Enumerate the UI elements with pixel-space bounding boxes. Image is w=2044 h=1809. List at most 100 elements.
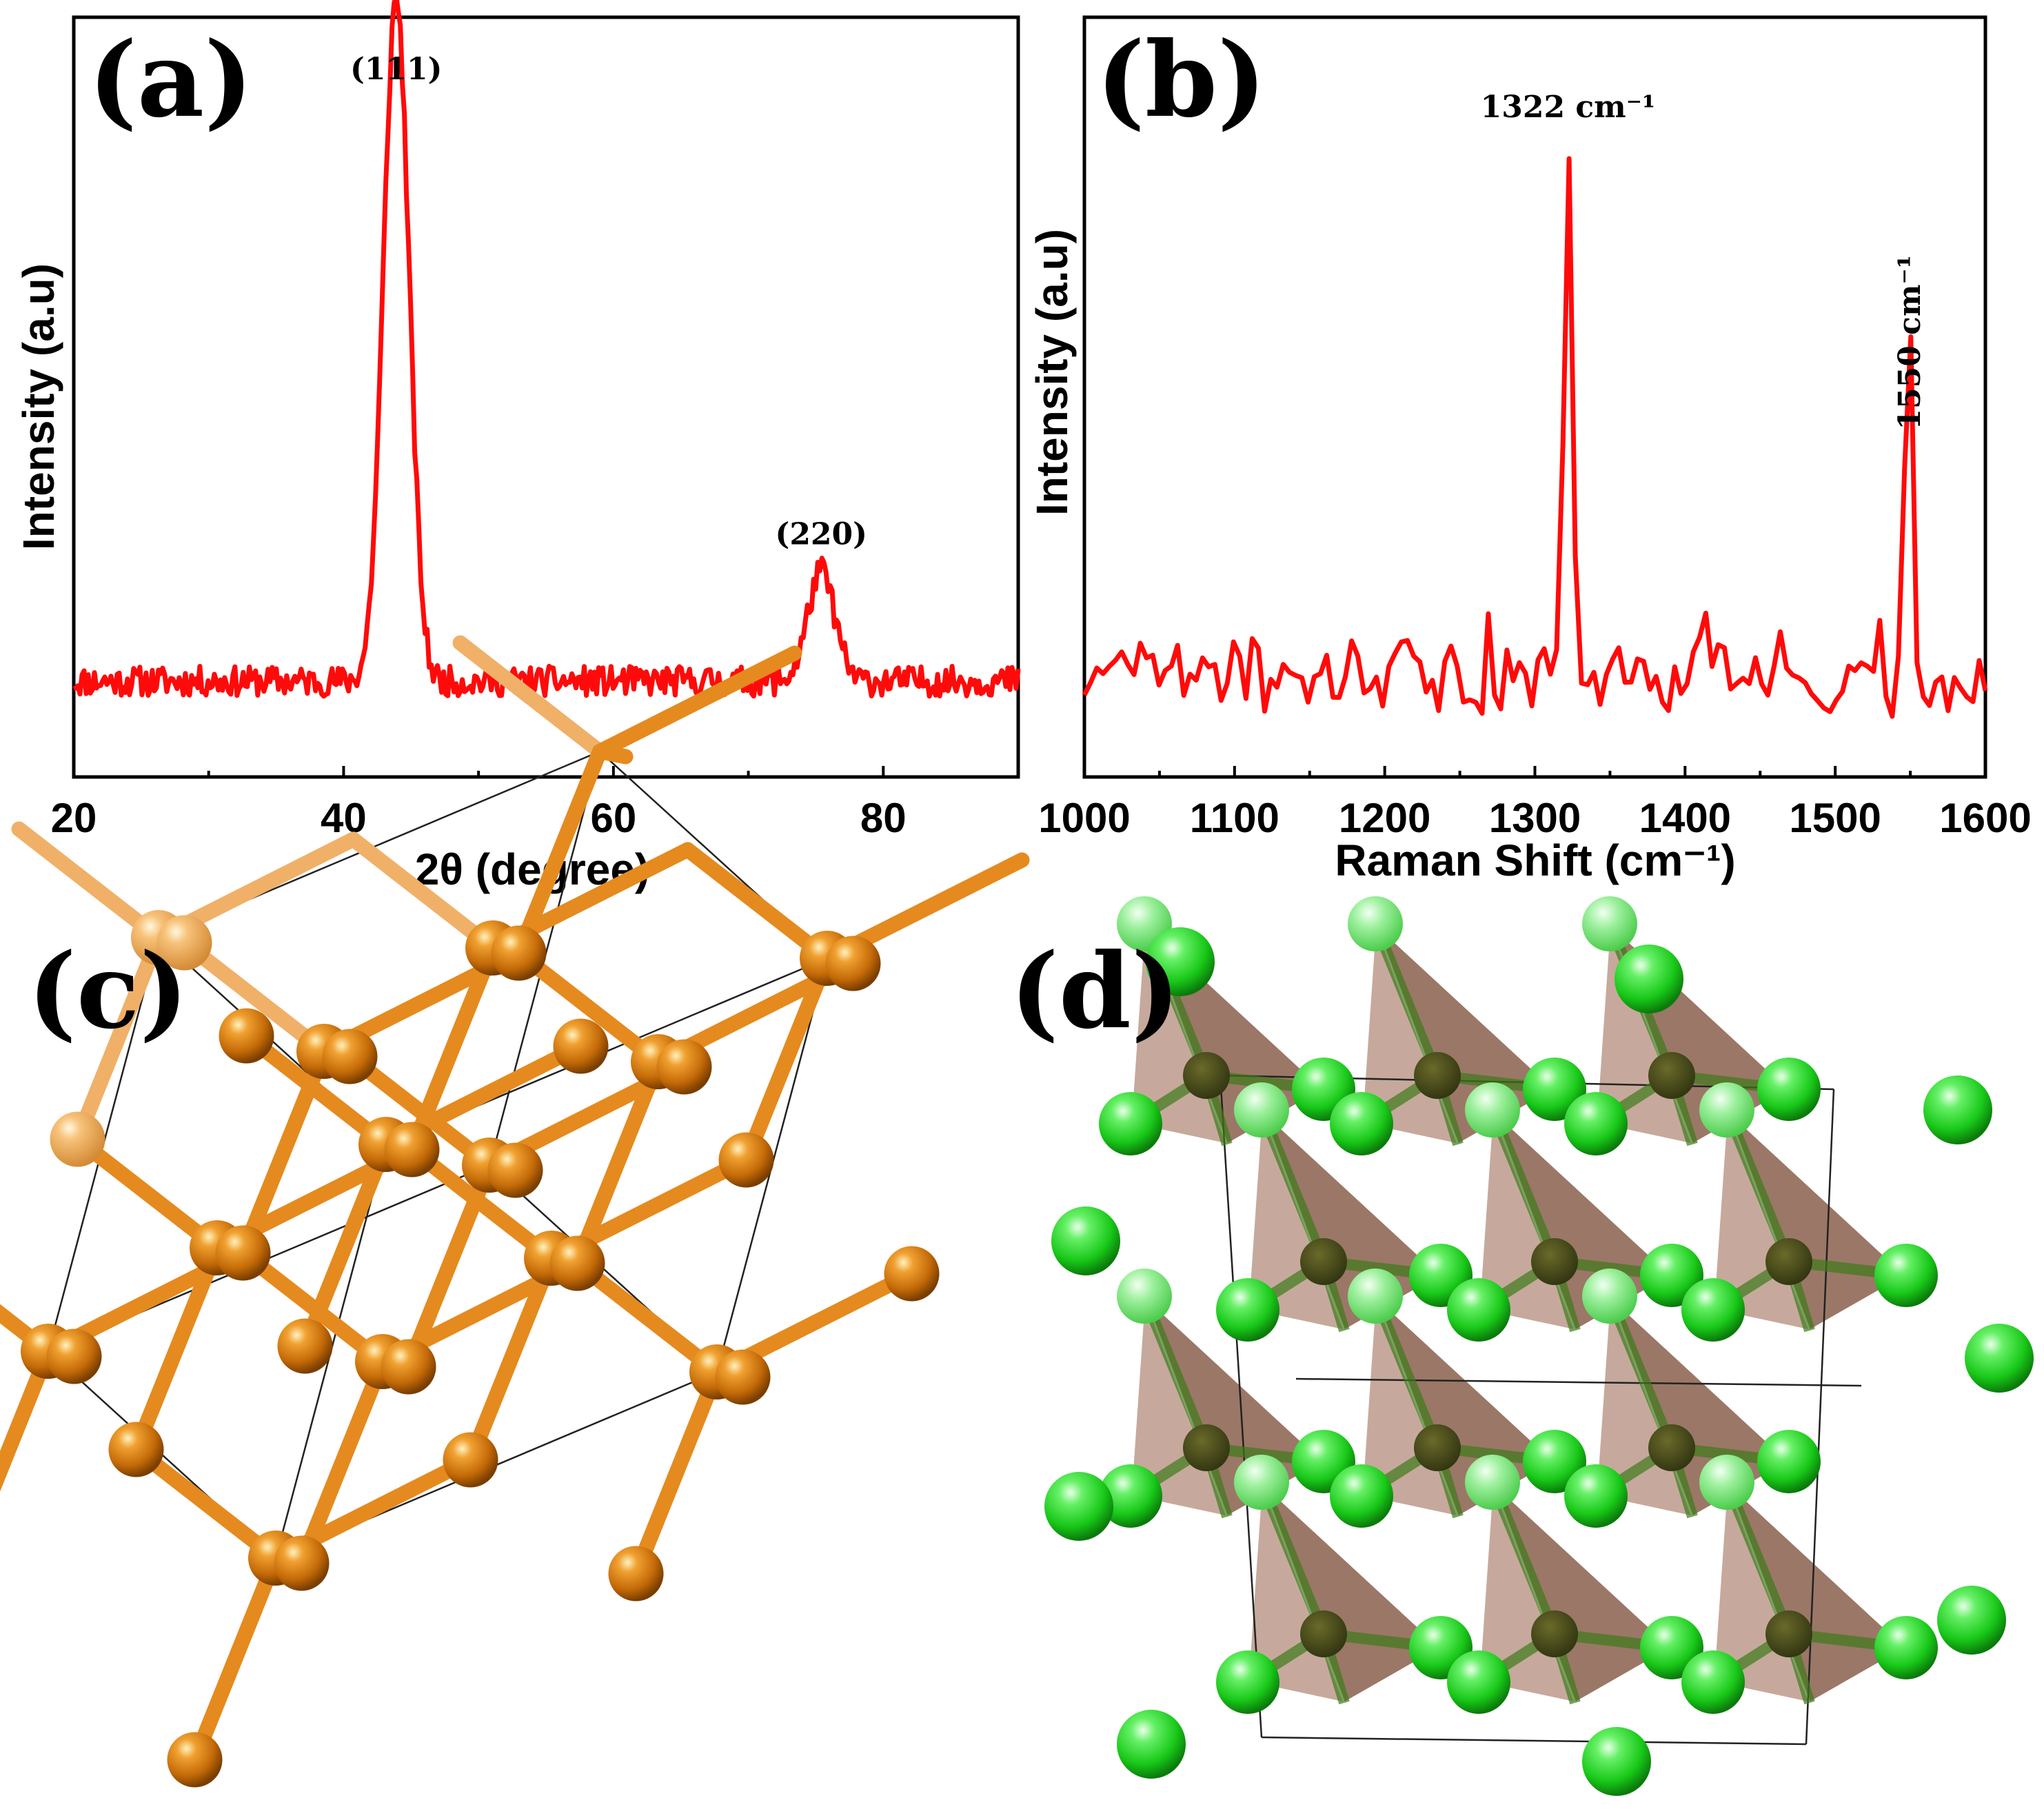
atom: [1117, 1710, 1186, 1779]
atom: [1465, 1082, 1520, 1138]
x-tick-label-1300: 1300: [1489, 795, 1581, 841]
bond: [511, 945, 666, 1069]
x-tick-label-20: 20: [51, 795, 97, 841]
bond: [342, 1049, 497, 1173]
bond: [187, 1550, 283, 1768]
atom: [1348, 896, 1403, 951]
x-tick-label-1400: 1400: [1639, 795, 1731, 841]
atom: [1216, 1278, 1279, 1342]
peak-label-b-0: 1322 cm⁻¹: [1481, 90, 1656, 125]
plot-frame-a: [72, 15, 1020, 779]
bond: [452, 635, 607, 759]
peak-label-a-1: (220): [776, 517, 867, 552]
panel-b-raman-chart: 1000 1100 1200 1300 1400 1500 1600 1322 cm⁻¹ 15…: [1027, 15, 2032, 885]
atoms-c: [21, 910, 940, 1788]
bond: [401, 1158, 497, 1375]
bond: [294, 1354, 390, 1571]
x-tick-label-1500: 1500: [1789, 795, 1881, 841]
atom-center: [1531, 1610, 1578, 1657]
bond: [738, 951, 835, 1168]
atom: [1447, 1650, 1510, 1714]
atom: [1615, 944, 1683, 1013]
atom: [215, 1225, 271, 1281]
bond: [569, 1054, 666, 1271]
atom: [46, 1328, 102, 1384]
atom-center: [1765, 1238, 1812, 1285]
atom-center: [1648, 1052, 1695, 1099]
atom: [1234, 1455, 1289, 1510]
atom: [1874, 1616, 1938, 1679]
atom: [1681, 1278, 1745, 1342]
x-ticks-a: 20 40 60 80: [51, 766, 907, 841]
y-axis-title-b: Intensity (a.u): [1027, 229, 1077, 516]
panel-c-cubic-structure: (c): [0, 635, 1030, 1788]
panel-label-c: (c): [28, 931, 188, 1052]
atom: [656, 1039, 712, 1095]
atom: [1099, 1092, 1162, 1155]
x-tick-label-1200: 1200: [1339, 795, 1430, 841]
bond: [70, 1131, 225, 1255]
bond: [176, 935, 332, 1059]
bond: [11, 821, 166, 945]
y-axis-title-a: Intensity (a.u): [14, 263, 63, 550]
atom: [1044, 1472, 1113, 1541]
atom-center: [1531, 1238, 1578, 1285]
atom: [1582, 1269, 1637, 1324]
atom: [277, 1318, 333, 1374]
raman-trace: [1082, 156, 1988, 719]
xrd-trace: [72, 0, 1021, 699]
atom: [608, 1546, 664, 1601]
bond: [0, 1304, 56, 1359]
atom: [884, 1246, 940, 1302]
atom-center: [1183, 1424, 1230, 1471]
bond: [569, 1255, 725, 1380]
bond: [511, 744, 607, 961]
atom: [1699, 1455, 1754, 1510]
atom-center: [1300, 1238, 1347, 1285]
bond: [70, 930, 166, 1147]
peak-label-b-1: 1550 cm⁻¹: [1892, 255, 1927, 430]
atom: [156, 915, 212, 971]
atoms-d: [1044, 896, 2034, 1796]
atom: [487, 1142, 543, 1198]
atom: [274, 1535, 330, 1591]
atom: [1757, 1058, 1821, 1121]
atom: [1564, 1464, 1628, 1528]
atom-center: [1765, 1610, 1812, 1657]
x-tick-label-1000: 1000: [1038, 795, 1130, 841]
bond: [235, 1044, 332, 1261]
atom: [491, 925, 547, 981]
atom: [384, 1122, 440, 1178]
atom: [108, 1422, 164, 1477]
atom: [50, 1111, 105, 1167]
atom: [1330, 1464, 1393, 1528]
atom: [1051, 1206, 1120, 1275]
atom: [1099, 1464, 1162, 1528]
atom: [322, 1029, 378, 1084]
atom: [1582, 1727, 1651, 1796]
x-tick-label-80: 80: [860, 795, 907, 841]
panel-label-d: (d): [1010, 931, 1180, 1052]
atom-center: [1183, 1052, 1230, 1099]
atom: [1447, 1278, 1510, 1342]
atom: [549, 1235, 605, 1291]
atom-center: [1300, 1610, 1347, 1657]
atom: [1146, 927, 1215, 996]
atom: [381, 1339, 436, 1395]
atom: [1681, 1650, 1745, 1714]
atom-center: [1414, 1052, 1461, 1099]
atom: [1699, 1082, 1754, 1138]
peak-labels-b: 1322 cm⁻¹ 1550 cm⁻¹: [1481, 90, 1927, 430]
atom: [1937, 1586, 2006, 1655]
atom: [1330, 1092, 1393, 1155]
cell-edge: [1295, 1377, 1862, 1387]
atom: [1965, 1324, 2034, 1393]
atom-center: [1414, 1424, 1461, 1471]
cell-edge: [1219, 1075, 1263, 1738]
panel-d-hexagonal-structure: (d): [1010, 896, 2034, 1796]
atom: [443, 1432, 498, 1488]
atom: [825, 936, 881, 991]
atom: [1465, 1455, 1520, 1510]
atom-center: [1648, 1424, 1695, 1471]
